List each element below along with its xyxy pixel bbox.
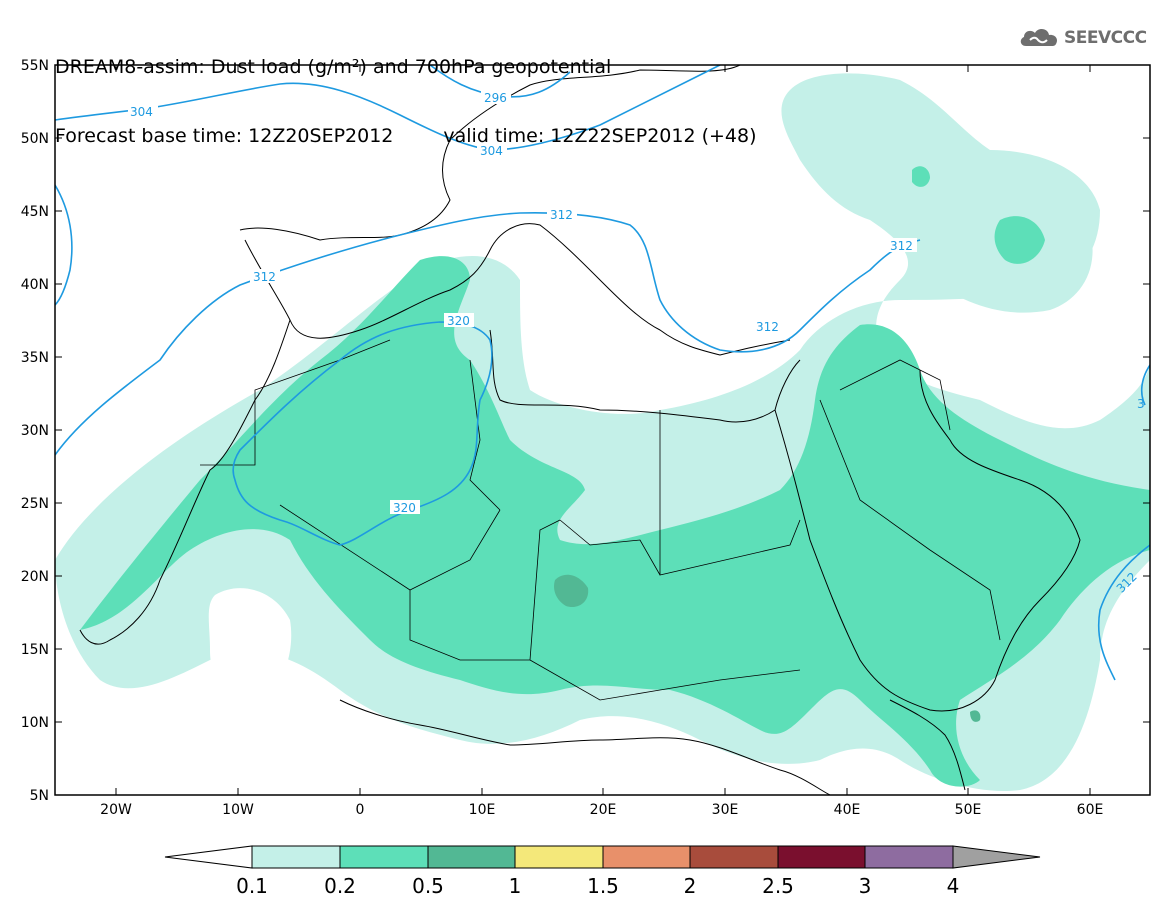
logo-text: SEEVCCC [1064, 28, 1147, 48]
lat-label: 25N [21, 496, 49, 512]
colorbar-segment-0.1 [251, 845, 341, 869]
lon-label: 10W [222, 802, 254, 818]
lon-label: 50E [955, 802, 982, 818]
contour-label-312-iberia: 312 [253, 270, 276, 284]
colorbar-tick-label: 0.5 [412, 874, 444, 898]
dust-level-2-area [80, 166, 1150, 787]
lat-label: 45N [21, 204, 49, 220]
map-title: DREAM8-assim: Dust load (g/m²) and 700hP… [55, 56, 612, 78]
lat-label: 40N [21, 277, 49, 293]
contour-label-312-med: 312 [756, 320, 779, 334]
contour-label-320-south: 320 [393, 501, 416, 515]
lat-label: 20N [21, 569, 49, 585]
latitude-axis [55, 64, 1150, 796]
colorbar-low-arrow [164, 845, 253, 869]
contour-label-312-italy: 312 [550, 208, 573, 222]
colorbar-high-arrow [952, 845, 1041, 869]
colorbar-segment-3 [864, 845, 954, 869]
lon-label: 60E [1077, 802, 1104, 818]
country-borders [200, 339, 1001, 701]
lat-label: 30N [21, 423, 49, 439]
colorbar [164, 845, 1041, 869]
colorbar-segment-1.5 [602, 845, 691, 869]
lat-label: 35N [21, 350, 49, 366]
lat-label: 50N [21, 131, 49, 147]
clear-areas [208, 344, 1083, 701]
lon-label: 0 [356, 802, 365, 818]
contour-label-320-north: 320 [447, 314, 470, 328]
lat-label: 5N [30, 788, 49, 804]
lon-label: 20E [590, 802, 617, 818]
lon-label: 10E [469, 802, 496, 818]
lat-label: 55N [21, 58, 49, 74]
contour-label-296: 296 [484, 91, 507, 105]
colorbar-tick-label: 2 [684, 874, 697, 898]
latitude-labels: 55N 50N 45N 40N 35N 30N 25N 20N 15N 10N … [21, 58, 49, 804]
colorbar-segment-0.5 [427, 845, 516, 869]
colorbar-tick-label: 0.1 [236, 874, 268, 898]
longitude-axis [115, 65, 1091, 795]
longitude-labels: 20W 10W 0 10E 20E 30E 40E 50E 60E [100, 802, 1103, 818]
colorbar-segment-0.2 [339, 845, 429, 869]
colorbar-segment-1 [514, 845, 604, 869]
coastlines [79, 65, 1081, 795]
contour-labels: 304 296 304 312 312 312 320 320 312 312 … [128, 90, 1145, 596]
colorbar-tick-label: 1.5 [587, 874, 619, 898]
contour-label-304-west: 304 [130, 105, 153, 119]
contour-label-3-east: 3 [1137, 397, 1145, 411]
colorbar-tick-label: 3 [859, 874, 872, 898]
map-title-block: DREAM8-assim: Dust load (g/m²) and 700hP… [55, 10, 757, 171]
colorbar-tick-label: 0.2 [324, 874, 356, 898]
colorbar-segment-2.5 [777, 845, 866, 869]
seevccc-logo: SEEVCCC [1018, 26, 1147, 50]
contour-label-312-caucasus: 312 [890, 239, 913, 253]
colorbar-labels: 0.1 0.2 0.5 1 1.5 2 2.5 3 4 [236, 874, 959, 898]
lat-label: 10N [21, 715, 49, 731]
colorbar-tick-label: 4 [947, 874, 960, 898]
dust-level-3-area [554, 574, 981, 722]
valid-time: valid time: 12Z22SEP2012 (+48) [443, 125, 757, 147]
contour-label-304-central: 304 [480, 144, 503, 158]
time-info: Forecast base time: 12Z20SEP2012 valid t… [55, 125, 757, 148]
colorbar-tick-label: 2.5 [762, 874, 794, 898]
lon-label: 20W [100, 802, 132, 818]
base-time: Forecast base time: 12Z20SEP2012 [55, 125, 394, 147]
cloud-logo-icon [1020, 29, 1058, 46]
lon-label: 40E [834, 802, 861, 818]
lat-label: 15N [21, 642, 49, 658]
colorbar-tick-label: 1 [509, 874, 522, 898]
colorbar-segment-2 [689, 845, 779, 869]
lon-label: 30E [712, 802, 739, 818]
